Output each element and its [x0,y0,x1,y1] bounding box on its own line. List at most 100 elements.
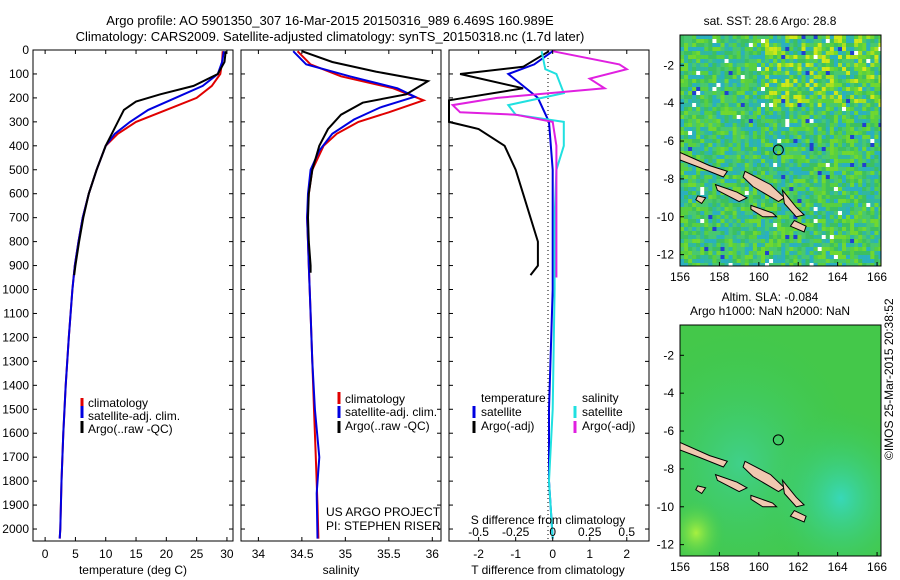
sst-pixel [862,39,867,44]
sst-pixel [728,223,733,228]
sst-pixel [688,227,693,232]
sst-pixel [712,47,717,52]
sst-pixel [821,235,826,240]
sst-pixel [817,239,822,244]
sst-pixel [829,179,834,184]
sst-pixel [736,259,741,264]
sst-pixel [777,203,782,208]
sst-pixel [785,107,790,112]
sst-pixel [846,47,851,52]
sst-pixel [756,139,762,144]
x-tick-label: 30 [220,547,234,561]
sst-pixel [724,235,729,240]
sst-pixel [817,179,822,184]
sst-pixel [785,239,790,244]
sst-pixel [748,63,753,68]
sst-pixel [862,91,867,96]
sst-pixel [809,187,814,192]
sst-pixel [862,135,867,140]
sst-pixel [728,263,733,266]
sst-pixel [837,155,843,160]
sst-pixel [878,239,881,244]
sst-pixel [740,59,745,64]
sst-pixel [781,135,786,140]
sst-pixel [817,71,822,76]
sst-pixel [825,255,830,260]
sst-pixel [696,151,701,156]
sst-pixel [793,235,798,240]
sst-pixel [684,59,689,64]
sst-pixel [708,131,713,136]
sst-pixel [870,119,875,124]
sst-pixel [874,191,879,196]
sst-pixel [866,247,871,252]
sst-pixel [870,219,875,224]
island [714,183,749,203]
sst-pixel [696,35,701,40]
sst-pixel [773,223,778,228]
sst-pixel [769,263,774,266]
sst-pixel [878,43,881,48]
sst-pixel [696,51,701,56]
sst-pixel [688,203,693,208]
sst-pixel [732,83,737,88]
sst-pixel [704,39,709,44]
sst-pixel [837,43,843,48]
sst-pixel [821,219,826,224]
sst-pixel [842,59,847,64]
sst-pixel [761,47,766,52]
sst-pixel [704,151,709,156]
sst-pixel [829,59,834,64]
sst-pixel [837,191,843,196]
sst-pixel [761,231,766,236]
legend-title-temperature: temperature [481,391,546,405]
sst-pixel [740,123,745,128]
sst-pixel [833,159,838,164]
sst-pixel [724,127,729,132]
sst-pixel [688,99,693,104]
sst-pixel [801,59,806,64]
x-tick-label: -2 [473,547,484,561]
series-line-argo-raw-qc- [301,50,431,273]
sst-pixel [866,91,871,96]
sst-pixel [809,179,814,184]
sst-pixel [756,135,762,140]
sst-pixel [777,115,782,120]
sst-pixel [680,67,685,72]
sst-pixel [829,211,834,216]
sst-pixel [821,151,826,156]
sst-pixel [878,127,881,132]
sst-pixel [761,235,766,240]
sst-pixel [829,155,834,160]
sst-pixel [777,259,782,264]
sst-pixel [696,119,701,124]
sst-pixel [866,95,871,100]
sst-pixel [866,39,871,44]
sst-pixel [777,71,782,76]
sst-pixel [761,163,766,168]
sst-pixel [704,115,709,120]
sst-pixel [704,79,709,84]
sst-pixel [785,171,790,176]
sst-pixel [793,119,798,124]
sst-pixel [825,155,830,160]
sst-pixel [862,251,867,256]
sst-pixel [748,103,753,108]
sst-pixel [789,115,794,120]
sst-pixel [833,139,838,144]
sst-pixel [837,55,843,60]
sst-pixel [813,223,818,228]
sst-pixel [752,51,757,56]
sst-pixel [761,63,766,68]
sst-pixel [696,251,701,256]
sst-pixel [692,187,697,192]
sst-pixel [805,183,810,188]
sst-pixel [696,215,701,220]
sst-pixel [736,71,741,76]
sst-pixel [850,227,855,232]
sst-pixel [829,223,834,228]
sst-pixel [696,155,701,160]
sst-pixel [825,135,830,140]
sst-pixel [813,215,818,220]
sst-pixel [720,147,725,152]
